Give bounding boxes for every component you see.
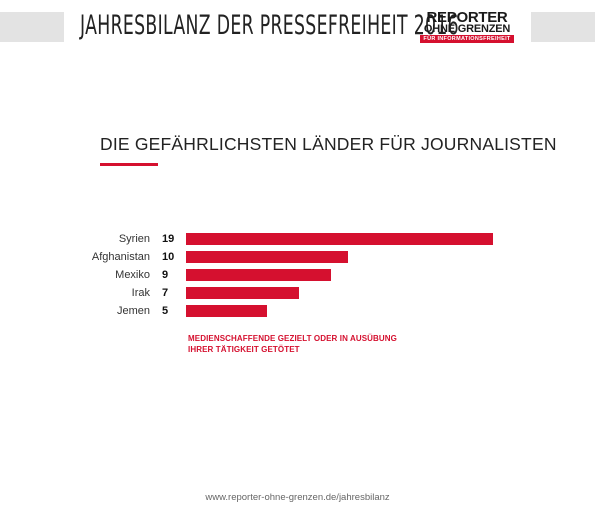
title-underline — [100, 163, 158, 166]
value-label: 10 — [162, 251, 175, 263]
header-bar-right — [531, 12, 595, 42]
logo-line-2: OHNE GRENZEN — [423, 23, 511, 35]
category-label: Mexiko — [115, 269, 150, 281]
value-label: 7 — [162, 287, 169, 299]
report-title: JAHRESBILANZ DER PRESSEFREIHEIT 2016 — [80, 10, 459, 41]
rsf-logo: REPORTER OHNE GRENZEN FÜR INFORMATIONSFR… — [420, 9, 514, 43]
value-label: 9 — [162, 269, 169, 281]
chart-title: DIE GEFÄHRLICHSTEN LÄNDER FÜR JOURNALIST… — [100, 134, 557, 154]
chart-annotation: MEDIENSCHAFFENDE GEZIELT ODER IN AUSÜBUN… — [188, 334, 397, 354]
category-label: Syrien — [118, 233, 150, 245]
bar-afghanistan — [186, 251, 348, 263]
value-label: 19 — [162, 233, 175, 245]
bar-chart: Syrien 19 Afghanistan 10 Mexiko 9 Irak 7 Jemen 5 — [0, 228, 595, 328]
bar-irak — [186, 287, 299, 299]
value-label: 5 — [162, 305, 169, 317]
logo-line-1: REPORTER — [426, 9, 508, 26]
footer-url[interactable]: www.reporter-ohne-grenzen.de/jahresbilan… — [205, 492, 390, 503]
category-label: Irak — [131, 287, 150, 299]
category-label: Afghanistan — [91, 251, 150, 263]
header-bar-left — [0, 12, 64, 42]
bar-syrien — [186, 233, 493, 245]
bar-jemen — [186, 305, 267, 317]
logo-line-3: FÜR INFORMATIONSFREIHEIT — [420, 35, 514, 43]
bar-mexiko — [186, 269, 331, 281]
category-label: Jemen — [116, 305, 150, 317]
